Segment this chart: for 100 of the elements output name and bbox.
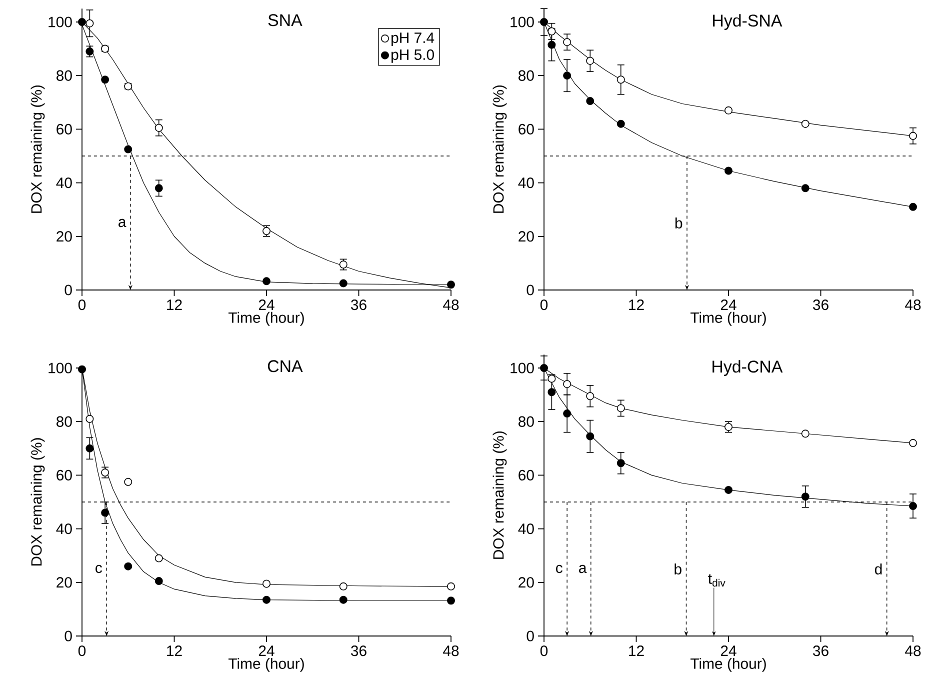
point — [616, 404, 625, 412]
point — [801, 430, 810, 438]
point — [154, 554, 163, 562]
y-tick-label: 100 — [510, 16, 534, 28]
y-tick-label: 40 — [56, 524, 72, 534]
point — [101, 508, 110, 517]
point — [86, 47, 94, 56]
point — [124, 478, 132, 486]
legend-label: pH 7.4 — [392, 32, 434, 46]
x-tick-label: 36 — [351, 300, 366, 310]
ref-line-label: b — [675, 218, 682, 228]
y-tick-label: 40 — [56, 178, 72, 188]
x-tick-label: 36 — [351, 646, 366, 656]
point — [447, 280, 455, 289]
ref-line-label: t$_{div}$ — [708, 574, 726, 587]
point — [447, 596, 455, 605]
x-tick-label: 24 — [258, 300, 274, 310]
point — [339, 260, 348, 269]
y-axis-title: DOX remaining (%) — [492, 85, 507, 213]
point — [801, 492, 810, 501]
x-tick-label: 24 — [720, 300, 736, 310]
ref-line-label: b — [674, 564, 682, 574]
point — [262, 227, 270, 236]
x-tick-label: 24 — [720, 646, 736, 656]
point — [724, 422, 733, 431]
point — [586, 392, 594, 400]
point — [909, 202, 918, 211]
point — [447, 582, 455, 590]
point — [124, 562, 132, 570]
y-tick-label: 60 — [56, 470, 72, 480]
y-tick-label: 80 — [518, 70, 534, 81]
y-tick-label: 60 — [518, 124, 534, 134]
point — [339, 279, 348, 288]
y-tick-label: 100 — [48, 16, 72, 28]
point — [563, 410, 572, 418]
x-tick-label: 0 — [78, 300, 86, 310]
point — [124, 145, 132, 154]
point — [616, 459, 625, 468]
y-tick-label: 40 — [518, 178, 534, 188]
y-tick-label: 60 — [518, 470, 534, 480]
point — [801, 184, 810, 192]
x-tick-label: 12 — [167, 646, 182, 656]
x-tick-label: 0 — [540, 646, 548, 656]
x-axis-title: Time (hour) — [690, 312, 766, 326]
point — [262, 580, 270, 588]
y-tick-label: 20 — [56, 231, 72, 242]
point — [563, 380, 572, 388]
x-tick-label: 12 — [629, 646, 644, 656]
point — [563, 38, 572, 46]
point — [154, 124, 163, 132]
point — [262, 277, 270, 286]
point — [154, 577, 163, 586]
point — [586, 97, 594, 106]
x-tick-label: 0 — [78, 646, 86, 656]
point — [540, 18, 548, 26]
point — [586, 432, 594, 440]
y-tick-label: 0 — [64, 284, 72, 296]
legend-label: pH 5.0 — [392, 49, 434, 63]
y-tick-label: 100 — [510, 362, 534, 374]
y-tick-label: 20 — [518, 577, 534, 588]
point — [724, 166, 733, 175]
x-axis-title: Time (hour) — [690, 658, 766, 672]
point — [909, 439, 918, 448]
y-tick-label: 20 — [518, 231, 534, 242]
y-tick-label: 40 — [518, 524, 534, 534]
x-tick-label: 12 — [629, 300, 644, 310]
ref-line-label: a — [118, 218, 126, 228]
y-tick-label: 0 — [526, 630, 534, 642]
y-tick-label: 20 — [56, 577, 72, 588]
y-tick-label: 0 — [526, 284, 534, 296]
x-tick-label: 48 — [443, 646, 459, 656]
point — [616, 120, 625, 128]
x-axis-title: Time (hour) — [228, 658, 304, 672]
y-tick-label: 60 — [56, 124, 72, 134]
point — [563, 72, 572, 80]
x-tick-label: 36 — [813, 646, 828, 656]
x-tick-label: 48 — [905, 646, 921, 656]
point — [548, 374, 556, 383]
x-tick-label: 24 — [258, 646, 274, 656]
x-tick-label: 36 — [813, 300, 828, 310]
point — [339, 596, 348, 604]
point — [909, 502, 918, 510]
x-axis-title: Time (hour) — [228, 312, 304, 326]
x-tick-label: 12 — [167, 300, 182, 310]
y-tick-label: 80 — [518, 416, 534, 427]
y-tick-label: 80 — [56, 416, 72, 427]
point — [78, 18, 86, 26]
point — [78, 365, 86, 374]
chart-title: CNA — [268, 360, 303, 372]
ref-line-label: c — [556, 564, 562, 574]
x-tick-label: 48 — [905, 300, 921, 310]
point — [101, 76, 110, 84]
point — [724, 106, 733, 114]
y-axis-title: DOX remaining (%) — [30, 438, 45, 566]
ref-line-label: a — [579, 564, 587, 574]
point — [101, 468, 110, 477]
x-tick-label: 0 — [540, 300, 548, 310]
chart-title: Hyd-SNA — [713, 14, 782, 30]
point — [86, 19, 94, 28]
point — [724, 486, 733, 494]
